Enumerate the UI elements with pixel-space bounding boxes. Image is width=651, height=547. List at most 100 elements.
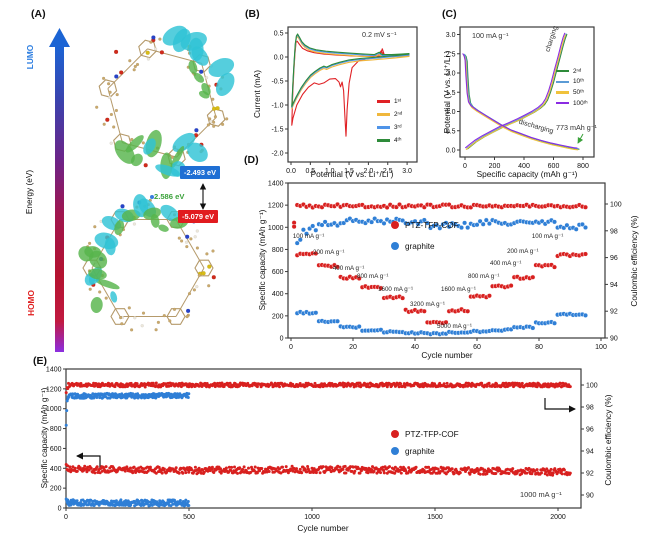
data-point xyxy=(493,385,497,389)
molecule-atom xyxy=(185,244,189,249)
x-tick-label: 100 xyxy=(595,344,607,351)
y-tick-label: -0.5 xyxy=(271,79,283,86)
data-point xyxy=(350,469,354,473)
molecule-atom xyxy=(212,124,216,128)
data-point xyxy=(104,465,108,469)
data-point xyxy=(478,472,482,476)
data-point xyxy=(313,468,317,472)
data-point xyxy=(486,293,493,299)
molecule-atom xyxy=(211,120,216,124)
data-point xyxy=(206,469,210,473)
molecule-atom xyxy=(145,50,150,55)
orbital-lobe xyxy=(198,90,210,99)
data-point xyxy=(241,468,245,471)
data-point xyxy=(300,471,304,475)
molecule-atom xyxy=(195,284,199,289)
data-point xyxy=(483,217,489,223)
data-point xyxy=(281,465,284,469)
data-point xyxy=(114,499,118,503)
data-point xyxy=(67,381,70,385)
data-point xyxy=(158,499,162,503)
data-point xyxy=(177,471,181,475)
data-point xyxy=(406,471,410,475)
data-point xyxy=(98,471,102,475)
data-point xyxy=(71,465,75,469)
axis-box-E xyxy=(65,368,582,509)
data-point xyxy=(123,469,127,473)
y-tick-label: 2.5 xyxy=(446,51,456,58)
data-point xyxy=(334,264,341,270)
data-point xyxy=(87,501,91,505)
data-point xyxy=(407,466,411,470)
x-tick-label: 1000 xyxy=(304,514,320,521)
y-right-tick-label: 94 xyxy=(586,449,594,456)
legend-label: 1ˢᵗ xyxy=(394,98,402,105)
molecule-ring xyxy=(206,108,226,127)
legend-label: 50ᵗʰ xyxy=(573,88,584,96)
data-point xyxy=(148,465,152,469)
x-tick-label: 2.0 xyxy=(364,168,374,175)
panel-b-xlabel: Potential (V vs. Li⁺/Li ) xyxy=(310,169,394,179)
data-point xyxy=(140,499,144,502)
data-point xyxy=(203,381,207,385)
y-tick-label: 1200 xyxy=(46,386,62,393)
legend-item: 100ᵗʰ xyxy=(556,98,588,109)
data-point xyxy=(247,466,250,470)
data-point xyxy=(124,392,128,396)
data-point xyxy=(260,467,264,470)
data-point xyxy=(485,472,489,476)
data-point xyxy=(564,222,570,228)
data-point xyxy=(96,385,100,389)
data-point xyxy=(464,384,467,388)
data-point xyxy=(284,465,288,469)
molecule-atom xyxy=(195,246,200,250)
data-point xyxy=(132,465,136,469)
x-tick-label: 80 xyxy=(535,344,543,351)
panel-e-left-axis-arrow xyxy=(76,452,101,469)
data-point xyxy=(358,471,362,475)
legend-item: 2ⁿᵈ xyxy=(556,66,588,77)
panel-c-xlabel: Specific capacity (mAh g⁻¹) xyxy=(476,169,578,179)
panel-a-label: (A) xyxy=(31,8,46,20)
data-point xyxy=(197,466,201,470)
data-point xyxy=(551,219,558,225)
rate-label: 200 mA g⁻¹ xyxy=(507,247,539,255)
y-tick-label: 1200 xyxy=(268,203,284,210)
data-point xyxy=(582,312,589,319)
data-point xyxy=(445,381,449,385)
molecule-atom xyxy=(109,141,113,145)
data-point xyxy=(568,471,572,475)
data-point xyxy=(368,385,372,389)
orbital-lobe xyxy=(187,142,208,162)
molecule-atom xyxy=(213,115,218,119)
x-tick-label: 1.5 xyxy=(344,168,354,175)
data-point xyxy=(255,385,259,389)
molecule-atom xyxy=(220,122,225,127)
data-point xyxy=(382,471,386,475)
data-point xyxy=(545,473,549,477)
data-point xyxy=(400,295,406,301)
x-tick-label: 0.0 xyxy=(286,168,296,175)
x-tick-label: 2000 xyxy=(550,514,566,521)
data-point xyxy=(79,382,83,385)
data-point xyxy=(322,219,328,225)
legend-label: PTZ-TFP-COF xyxy=(405,429,459,439)
y-tick-label: 400 xyxy=(50,466,62,473)
data-point xyxy=(551,264,558,270)
legend-swatch-icon xyxy=(377,113,390,116)
molecule-ring xyxy=(166,308,186,325)
x-tick-label: 40 xyxy=(411,344,419,351)
data-point xyxy=(178,499,182,502)
molecule-atom xyxy=(185,234,190,239)
data-point xyxy=(372,469,376,473)
data-point xyxy=(162,467,166,471)
y-right-tick-label: 96 xyxy=(610,255,618,262)
data-point xyxy=(544,470,548,474)
data-point xyxy=(186,396,190,399)
data-point xyxy=(229,468,233,472)
legend-item: 50ᵗʰ xyxy=(556,87,588,98)
molecule-atom xyxy=(211,249,215,253)
data-point xyxy=(129,381,133,385)
data-point xyxy=(511,467,515,471)
